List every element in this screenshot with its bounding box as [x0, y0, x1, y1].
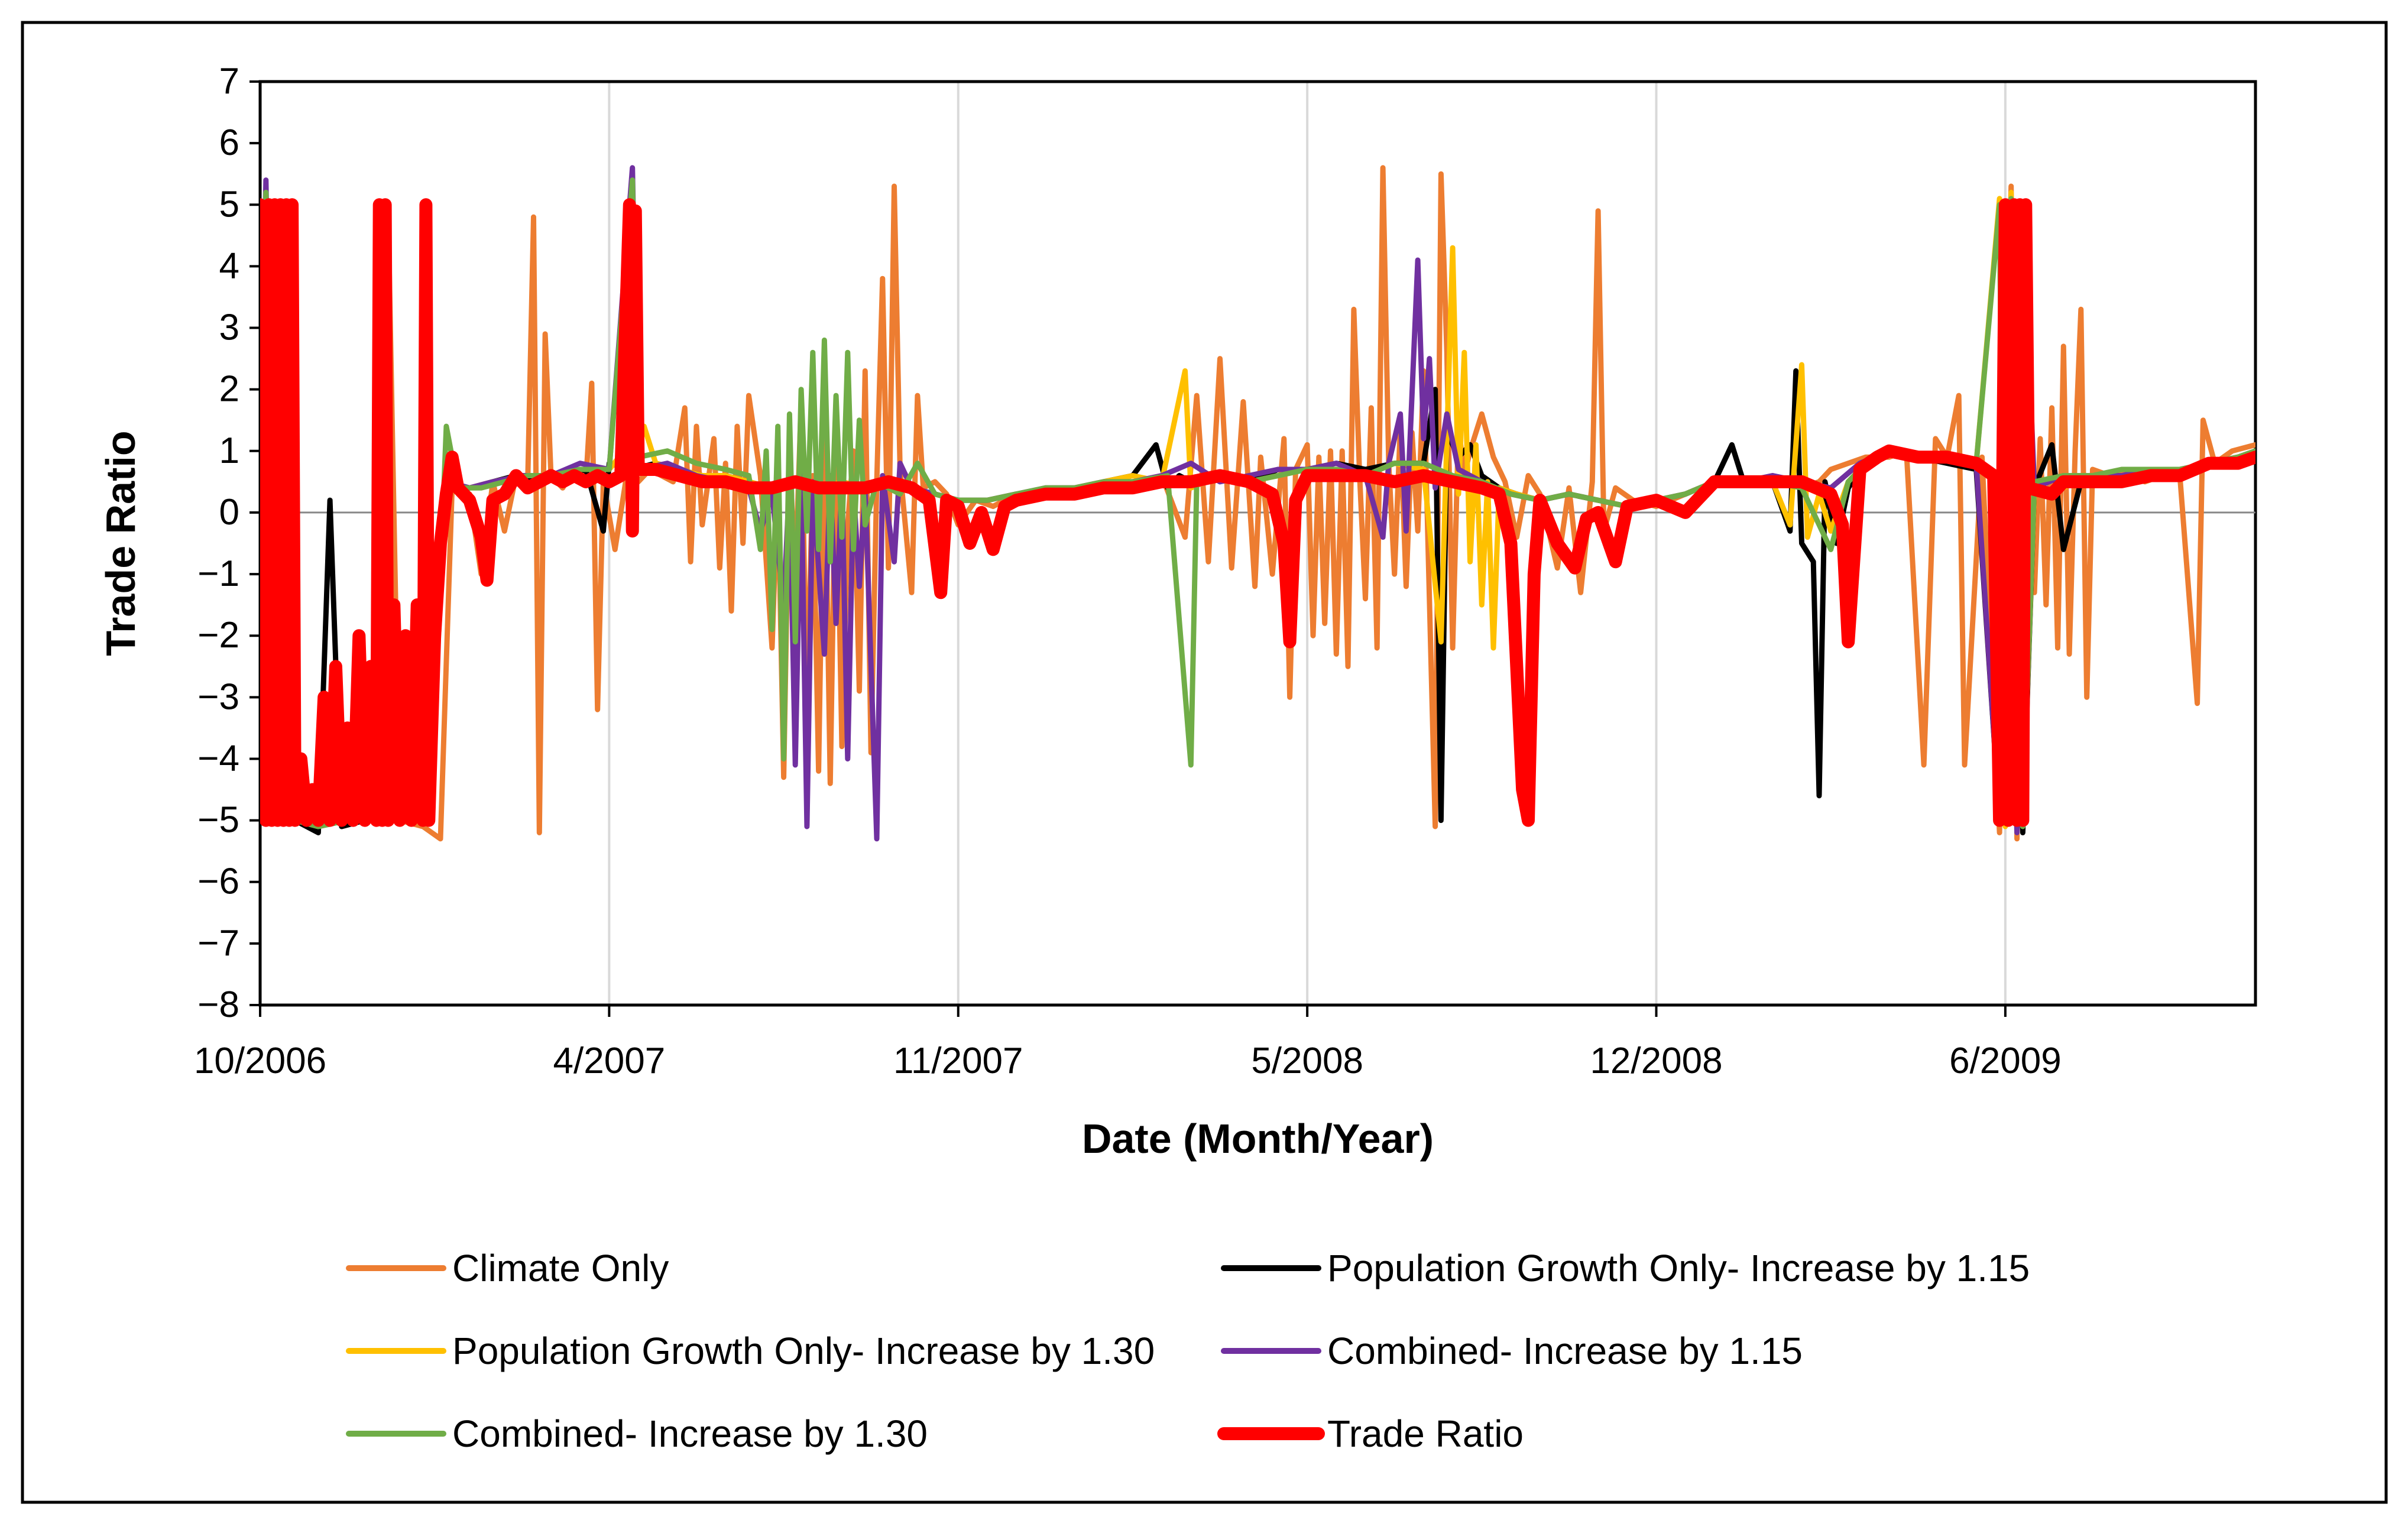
y-tick-label: −6	[197, 861, 239, 902]
y-tick-label: 1	[219, 430, 239, 471]
y-tick-label: 5	[219, 184, 239, 225]
y-tick-label: −5	[197, 800, 239, 841]
legend-label-3: Population Growth Only- Increase by 1.30	[452, 1330, 1155, 1372]
y-tick-label: −4	[197, 738, 239, 779]
series-lines	[260, 165, 2255, 842]
axes: 7 6 5 4 3 2 1 0 −1 −2 −3 −4 −5 −6 −7 −8 10/2006 4/2007 11/…	[98, 61, 2062, 1162]
y-tick-label: −1	[197, 553, 239, 594]
legend: Climate Only Population Growth Only- Incr…	[346, 1247, 2030, 1455]
y-tick-label: 6	[219, 122, 239, 163]
legend-label-5: Combined- Increase by 1.30	[452, 1412, 928, 1455]
y-tick-label: 2	[219, 369, 239, 410]
legend-label-4: Combined- Increase by 1.15	[1327, 1330, 1803, 1372]
x-axis-title: Date (Month/Year)	[1082, 1116, 1434, 1162]
y-tick-label: 0	[219, 492, 239, 533]
y-tick-label: −7	[197, 923, 239, 964]
x-tick-label: 10/2006	[194, 1041, 326, 1081]
legend-label-6: Trade Ratio	[1327, 1412, 1524, 1455]
x-tick-label: 5/2008	[1251, 1041, 1363, 1081]
legend-label-2: Population Growth Only- Increase by 1.15	[1327, 1247, 2030, 1289]
y-tick-label: 3	[219, 307, 239, 348]
x-tick-label: 4/2007	[553, 1041, 666, 1081]
y-tick-label: 4	[219, 245, 239, 286]
legend-label-1: Climate Only	[452, 1247, 669, 1289]
y-tick-label: 7	[219, 61, 239, 102]
y-tick-label: −8	[197, 984, 239, 1025]
y-axis-title: Trade Ratio	[98, 430, 144, 656]
series-line-6	[260, 198, 2255, 827]
x-tick-label: 12/2008	[1590, 1041, 1722, 1081]
x-tick-label: 11/2007	[893, 1041, 1023, 1081]
y-tick-label: −2	[197, 615, 239, 656]
x-tick-label: 6/2009	[1949, 1041, 2062, 1081]
y-tick-label: −3	[197, 676, 239, 717]
